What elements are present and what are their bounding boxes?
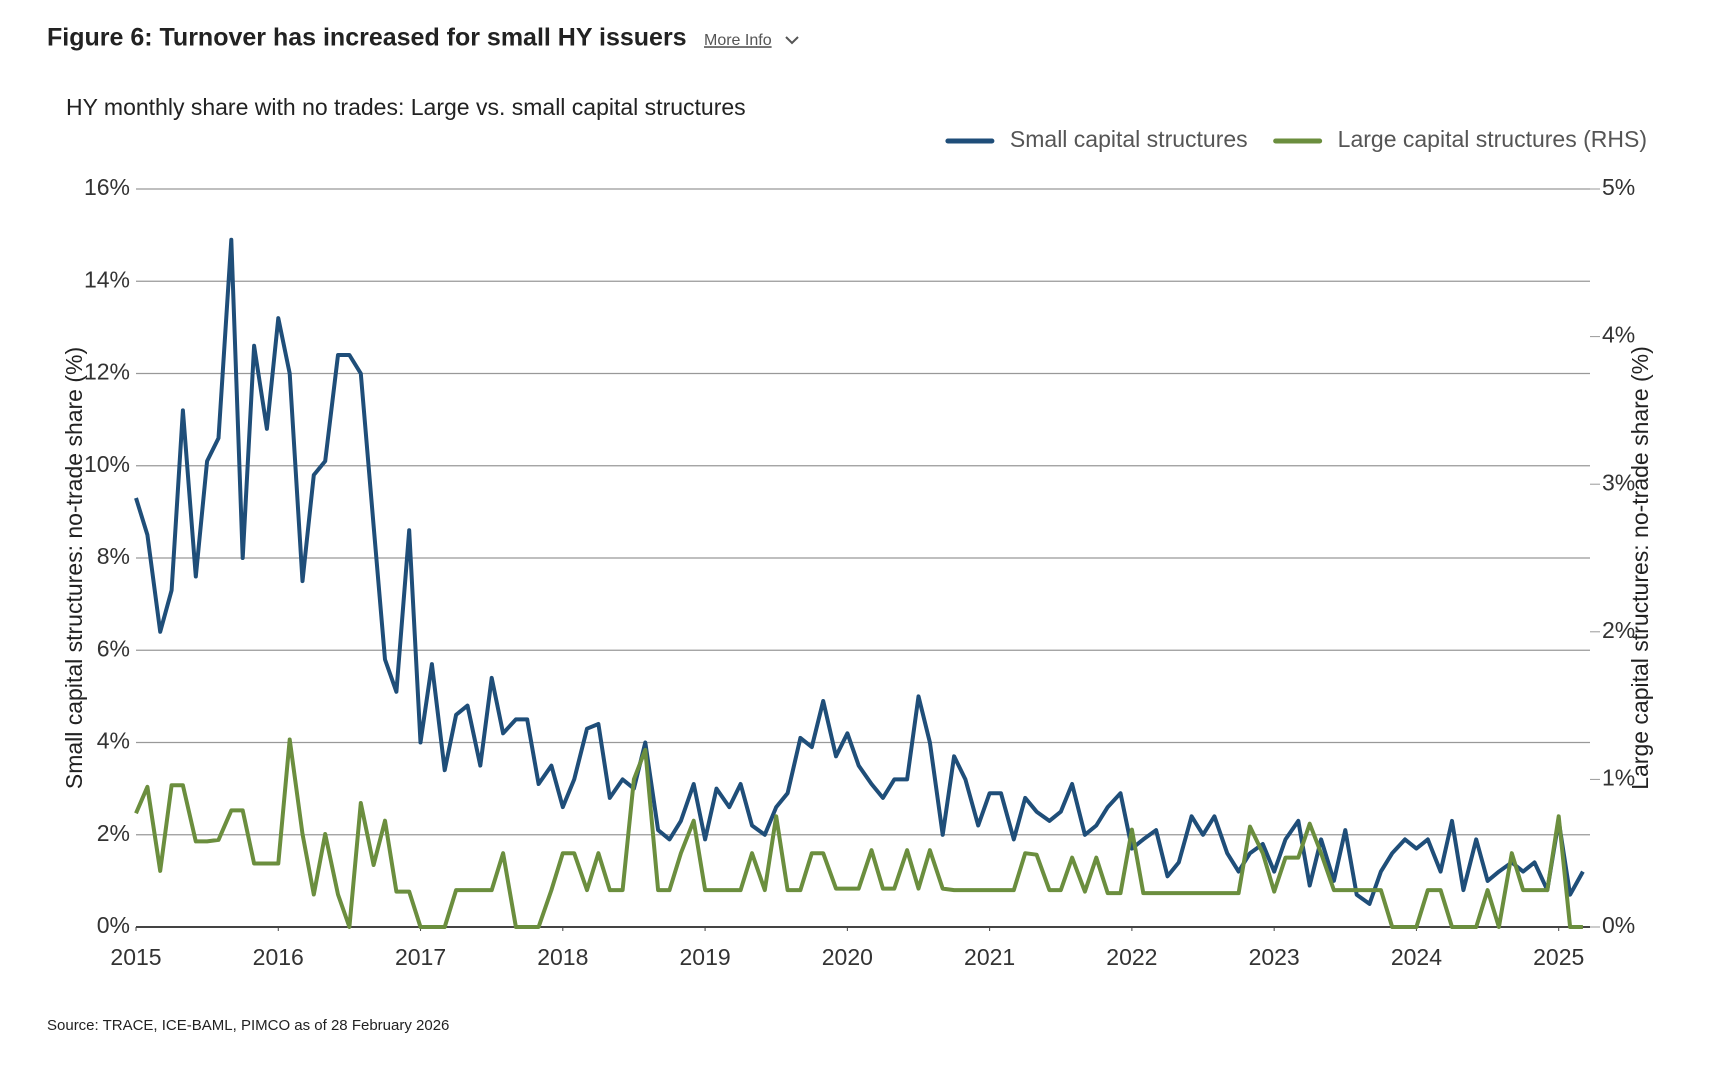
y-tick-label: 10% [84, 451, 130, 477]
x-tick-label: 2021 [964, 944, 1015, 970]
series-line [134, 237, 1585, 906]
y-tick-label: 4% [97, 728, 130, 754]
y2-tick-label: 3% [1602, 469, 1635, 495]
x-tick-label: 2015 [110, 944, 161, 970]
x-tick-label: 2020 [822, 944, 873, 970]
y-tick-label: 14% [84, 266, 130, 292]
y-tick-label: 16% [84, 174, 130, 200]
y2-tick-label: 5% [1602, 174, 1635, 200]
legend-label: Large capital structures (RHS) [1338, 126, 1647, 152]
source-note: Source: TRACE, ICE-BAML, PIMCO as of 28 … [47, 1017, 449, 1034]
y2-tick-label: 1% [1602, 764, 1635, 790]
y-tick-label: 0% [97, 912, 130, 938]
x-tick-label: 2019 [679, 944, 730, 970]
y2-tick-label: 2% [1602, 617, 1635, 643]
y2-axis-label: Large capital structures: no-trade share… [1627, 346, 1653, 790]
x-tick-label: 2016 [253, 944, 304, 970]
figure-title: Figure 6: Turnover has increased for sma… [47, 24, 687, 52]
y2-tick-label: 0% [1602, 912, 1635, 938]
x-tick-label: 2022 [1106, 944, 1157, 970]
chart-subtitle: HY monthly share with no trades: Large v… [66, 94, 746, 120]
legend-label: Small capital structures [1010, 126, 1248, 152]
y-tick-label: 6% [97, 635, 130, 661]
series-line [134, 737, 1583, 929]
y-tick-label: 12% [84, 359, 130, 385]
y-tick-label: 2% [97, 820, 130, 846]
y2-tick-label: 4% [1602, 322, 1635, 348]
x-tick-label: 2017 [395, 944, 446, 970]
x-tick-label: 2025 [1533, 944, 1584, 970]
chevron-icon[interactable] [785, 36, 799, 45]
y-axis-label: Small capital structures: no-trade share… [61, 347, 87, 789]
x-tick-label: 2024 [1391, 944, 1442, 970]
x-tick-label: 2023 [1249, 944, 1300, 970]
more-info-link[interactable]: More Info [704, 32, 772, 49]
x-tick-label: 2018 [537, 944, 588, 970]
y-tick-label: 8% [97, 543, 130, 569]
